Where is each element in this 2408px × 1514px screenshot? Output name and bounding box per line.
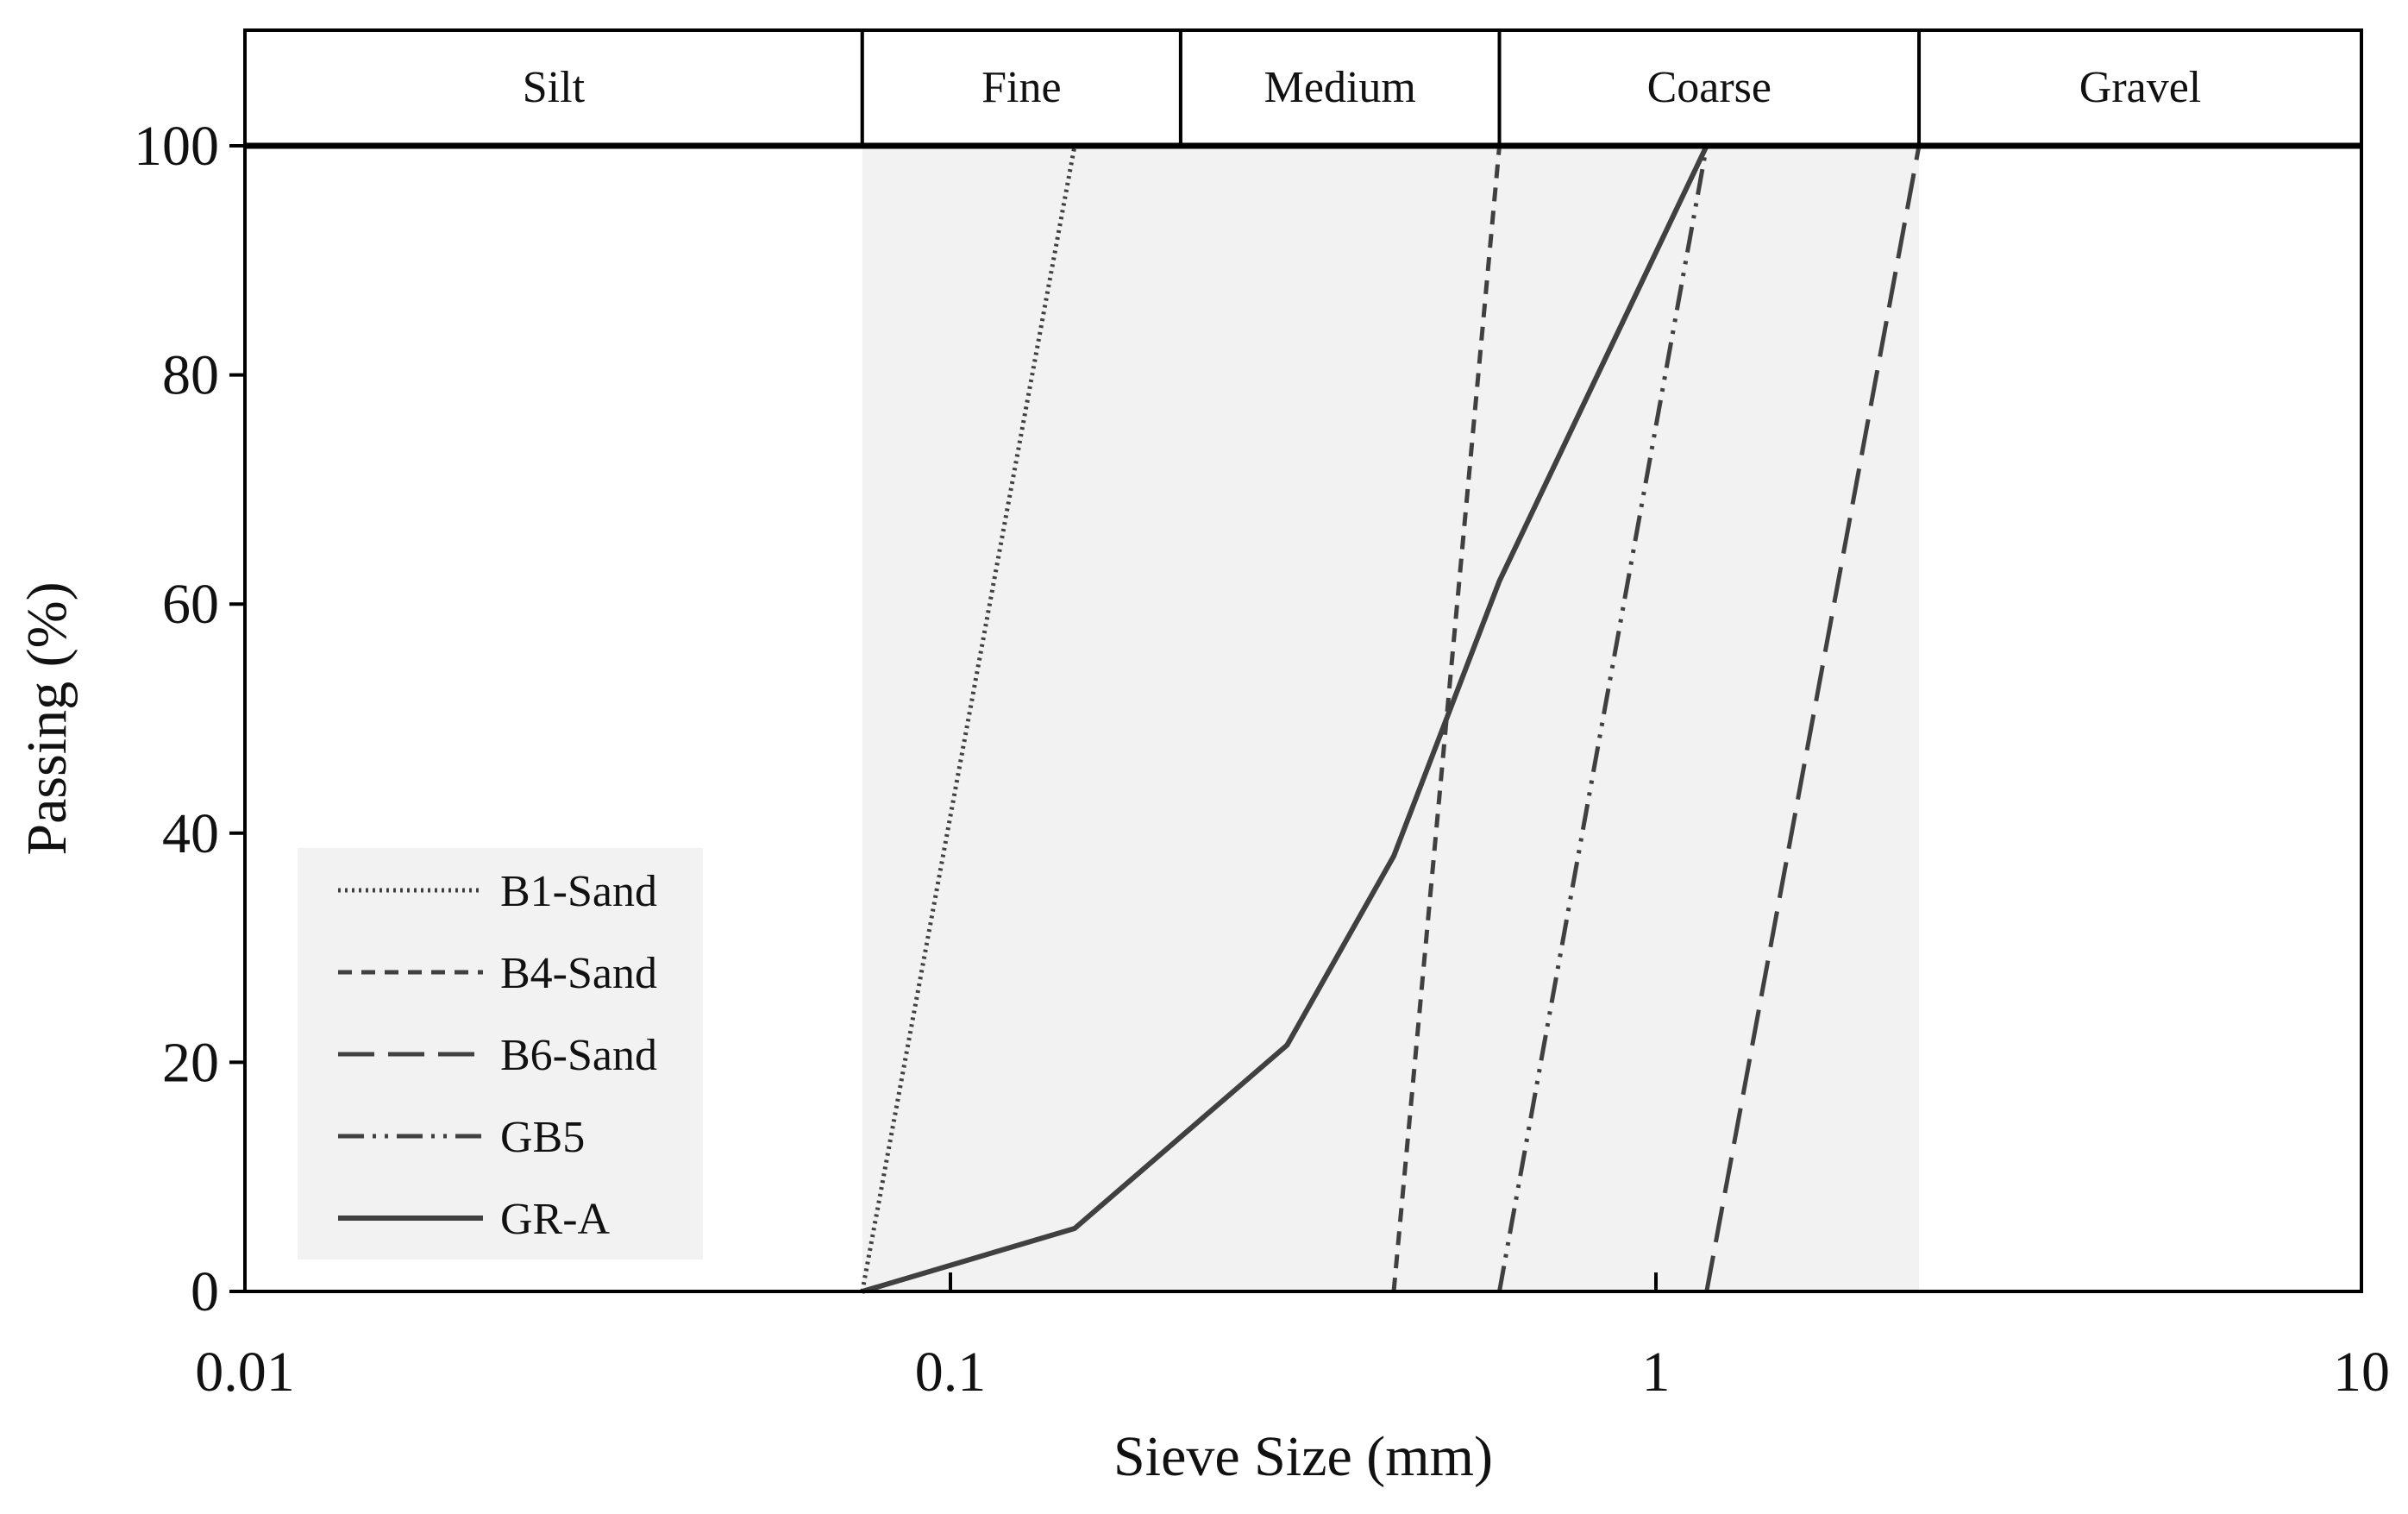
size-class-label-gravel: Gravel xyxy=(2079,63,2201,112)
y-tick-label-20: 20 xyxy=(162,1031,219,1094)
x-tick-label-0.1: 0.1 xyxy=(915,1341,987,1404)
sand-range-shading xyxy=(862,146,1920,1291)
size-class-label-medium: Medium xyxy=(1264,63,1416,112)
x-tick-label-1: 1 xyxy=(1642,1341,1671,1404)
x-tick-label-10: 10 xyxy=(2333,1341,2390,1404)
legend-label-b6-sand: B6-Sand xyxy=(500,1031,657,1080)
legend-label-b4-sand: B4-Sand xyxy=(500,949,657,998)
legend-label-b1-sand: B1-Sand xyxy=(500,867,657,916)
y-axis-title: Passing (%) xyxy=(16,581,78,855)
y-tick-label-60: 60 xyxy=(162,573,219,636)
x-axis-title: Sieve Size (mm) xyxy=(1113,1425,1493,1488)
axes-layer: 0 20 40 60 80 100 0.01 0.1 1 10 Sieve Size (mm) Pas… xyxy=(16,115,2390,1488)
legend: B1-Sand B4-Sand B6-Sand GB5 GR-A xyxy=(298,848,703,1260)
legend-label-gr-a: GR-A xyxy=(500,1195,611,1244)
size-class-cell-silt xyxy=(243,28,864,148)
y-tick-label-40: 40 xyxy=(162,802,219,865)
size-class-label-fine: Fine xyxy=(981,63,1061,112)
sand-shading-layer xyxy=(862,146,1920,1291)
size-class-label-coarse: Coarse xyxy=(1647,63,1772,112)
x-tick-label-0.01: 0.01 xyxy=(195,1341,295,1404)
y-tick-label-80: 80 xyxy=(162,344,219,407)
size-class-cell-fine xyxy=(860,28,1182,148)
size-class-cell-medium xyxy=(1178,28,1502,148)
series-line-b4-sand xyxy=(1391,145,1502,1292)
size-class-header: Silt Fine Medium Coarse Gravel xyxy=(243,28,2363,148)
size-class-label-silt: Silt xyxy=(523,63,586,112)
y-tick-label-0: 0 xyxy=(191,1260,219,1323)
y-tick-label-100: 100 xyxy=(134,115,219,178)
legend-label-gb5: GB5 xyxy=(500,1113,585,1162)
series-line-b1-sand xyxy=(860,145,1077,1292)
series-line-gr-a xyxy=(861,144,1709,1294)
series-line-b6-sand xyxy=(1704,145,1922,1292)
series-layer xyxy=(860,144,1922,1294)
series-line-gb5 xyxy=(1497,145,1709,1292)
